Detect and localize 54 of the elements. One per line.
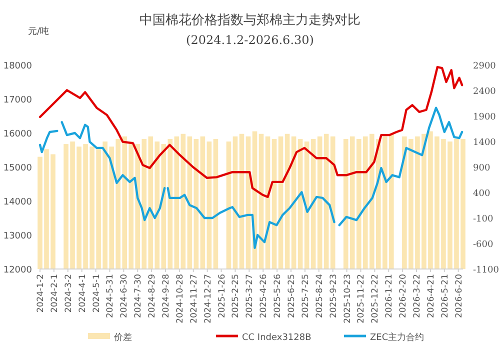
y2-tick-label: 400	[473, 189, 490, 199]
x-tick-label: 2024-5-1	[92, 274, 102, 313]
x-tick-label: 2024-9-28	[162, 274, 172, 318]
x-tick-label: 2024-11-27	[189, 274, 200, 324]
y-tick-label: 18000	[3, 62, 32, 72]
x-tick-label: 2025-2-25	[231, 274, 242, 318]
y-tick-label: 14000	[3, 198, 32, 208]
y2-tick-label: 1400	[473, 138, 496, 148]
x-tick-label: 2025-1-26	[217, 274, 228, 318]
x-tick-label: 2025-11-22	[356, 274, 367, 324]
y-tick-label: 15000	[3, 164, 32, 174]
y2-tick-label: -100	[473, 214, 494, 224]
x-tick-label: 2024-2-1	[50, 274, 60, 313]
y2-tick-label: 2400	[473, 87, 496, 97]
line-series	[38, 66, 464, 198]
x-tick-label: 2024-4-1	[78, 274, 88, 313]
x-tick-label: 2024-3-2	[64, 274, 74, 313]
y2-tick-label: 900	[473, 164, 490, 174]
x-tick-label: 2026-6-20	[454, 274, 464, 318]
y-axis-title: 元/吨	[28, 26, 50, 37]
y-tick-label: 12000	[3, 266, 32, 276]
x-tick-label: 2024-5-31	[106, 274, 116, 318]
x-tick-label: 2024-12-27	[203, 274, 214, 324]
y2-tick-label: -1100	[473, 266, 500, 276]
x-tick-label: 2024-6-30	[120, 274, 130, 318]
y-tick-label: 17000	[3, 96, 32, 106]
x-tick-label: 2025-12-22	[370, 274, 381, 324]
x-tick-label: 2026-4-21	[426, 274, 436, 318]
legend-label: ZEC主力合约	[370, 332, 424, 343]
chart-subtitle: (2024.1.2-2026.6.30)	[186, 33, 314, 47]
x-tick-label: 2025-3-27	[245, 274, 256, 318]
x-tick-label: 2024-10-28	[175, 274, 186, 324]
y2-tick-label: -600	[473, 240, 494, 250]
x-tick-label: 2025-5-26	[273, 274, 284, 318]
chart-title: 中国棉花价格指数与郑棉主力走势对比	[140, 12, 360, 28]
y2-tick-label: 2900	[473, 62, 496, 72]
x-tick-label: 2025-4-26	[259, 274, 270, 318]
x-tick-label: 2025-6-25	[287, 274, 298, 318]
y2-tick-label: 1900	[473, 112, 496, 122]
x-tick-label: 2026-2-20	[398, 274, 409, 318]
legend-label: CC Index3128B	[242, 333, 312, 343]
x-tick-label: 2026-5-21	[440, 274, 450, 318]
x-tick-label: 2025-10-23	[342, 274, 353, 324]
x-tick-label: 2025-8-24	[314, 274, 325, 318]
x-tick-label: 2024-8-29	[148, 274, 158, 318]
y-tick-label: 16000	[3, 130, 32, 140]
y-tick-label: 13000	[3, 232, 32, 242]
x-tick-label: 2024-7-30	[134, 274, 144, 318]
x-tick-label: 2026-3-22	[412, 274, 423, 318]
legend-label: 价差	[113, 332, 132, 343]
x-tick-label: 2026-1-21	[384, 274, 395, 318]
x-tick-label: 2025-9-23	[328, 274, 339, 318]
x-tick-label: 2024-1-2	[36, 274, 46, 313]
x-tick-label: 2025-7-25	[300, 274, 311, 318]
